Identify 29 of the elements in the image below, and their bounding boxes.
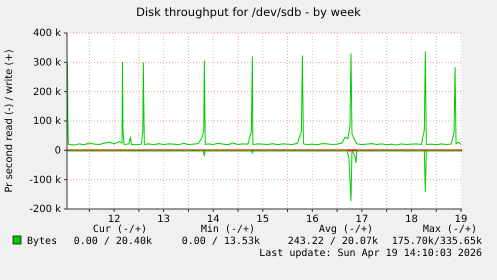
text: 0.00 / 13.53k xyxy=(182,236,260,247)
text: Min (-/+) xyxy=(200,224,255,235)
text: Max (-/+) xyxy=(422,224,477,235)
x-tick-label: 19 xyxy=(454,214,468,226)
text: 175.70k/335.65k xyxy=(392,236,482,247)
y-tick-label: 0 xyxy=(54,146,61,157)
y-tick-label: -100 k xyxy=(29,174,62,186)
y-tick-label: 400 k xyxy=(32,28,62,40)
x-tick-label: 13 xyxy=(157,214,170,226)
text: Avg (-/+) xyxy=(318,224,373,235)
y-tick-label: 300 k xyxy=(32,58,62,69)
y-tick-label: -200 k xyxy=(29,204,62,216)
line-series xyxy=(66,51,462,146)
text: 243.22 / 20.07k xyxy=(288,236,378,247)
legend-label: Bytes xyxy=(27,236,58,247)
x-tick-label: 14 xyxy=(206,214,220,226)
x-tick-label: 16 xyxy=(306,214,319,226)
line-series xyxy=(66,150,462,202)
x-tick-label: 15 xyxy=(256,214,270,226)
x-tick-label: 12 xyxy=(108,214,120,226)
x-tick-label: 17 xyxy=(356,214,368,226)
text: Last update: Sun Apr 19 14:10:03 2026 xyxy=(259,248,482,259)
chart-title: Disk throughput for /dev/sdb - by week xyxy=(136,5,362,19)
y-axis-title: Pr second read (-) / write (+) xyxy=(4,49,15,193)
text: Cur (-/+) xyxy=(92,224,147,235)
text: 0.00 / 20.40k xyxy=(74,236,152,247)
x-tick-label: 18 xyxy=(405,214,418,226)
y-tick-label: 100 k xyxy=(32,116,62,128)
y-tick-label: 200 k xyxy=(32,86,62,98)
